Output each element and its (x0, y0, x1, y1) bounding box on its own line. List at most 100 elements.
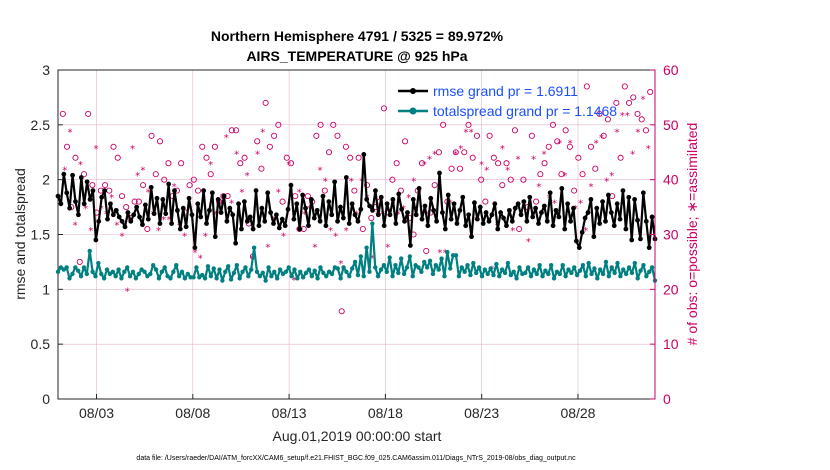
totalspread-point (352, 259, 358, 265)
obs-assimilated-point: * (531, 155, 536, 166)
totalspread-point (234, 263, 240, 268)
obs-possible-point (456, 165, 464, 172)
obs-possible-point (537, 171, 544, 178)
rmse-point (407, 243, 413, 248)
x-tick-label: 08/23 (464, 405, 499, 421)
obs-assimilated-point: * (182, 232, 187, 243)
rmse-point (183, 224, 189, 230)
rmse-point (544, 218, 550, 224)
rmse-point (646, 245, 652, 251)
totalspread-point (277, 267, 283, 272)
y2-tick-label: 10 (663, 336, 679, 352)
obs-assimilated-point: * (542, 149, 547, 160)
totalspread-point (572, 265, 577, 270)
rmse-point (332, 179, 338, 185)
obs-assimilated-point: * (333, 232, 338, 243)
totalspread-point (566, 267, 571, 272)
obs-assimilated-point: * (463, 127, 468, 138)
totalspread-point (609, 265, 614, 270)
rmse-point (498, 210, 504, 215)
obs-assimilated-point: * (552, 199, 557, 210)
rmse-point (355, 218, 361, 224)
legend-label-rmse: rmse grand pr = 1.6911 (433, 83, 578, 99)
totalspread-point (119, 276, 124, 281)
rmse-point (192, 245, 198, 251)
totalspread-point (569, 270, 574, 276)
rmse-point (463, 223, 469, 229)
rmse-point (349, 201, 355, 207)
obs-assimilated-point: * (328, 226, 333, 237)
rmse-point (99, 194, 105, 200)
obs-assimilated-point: * (411, 177, 416, 188)
totalspread-point (243, 265, 248, 270)
rmse-point (233, 240, 239, 246)
rmse-point (294, 201, 300, 207)
obs-possible-point (351, 187, 358, 194)
rmse-point (137, 214, 142, 220)
totalspread-line (57, 222, 657, 282)
rmse-point (151, 211, 157, 217)
legend-marker-rmse (410, 88, 416, 94)
obs-possible-point (266, 143, 273, 150)
obs-possible-point (389, 176, 396, 183)
chart-title-line2: AIRS_TEMPERATURE @ 925 hPa (246, 48, 467, 64)
rmse-point (384, 201, 390, 207)
rmse-point (308, 197, 314, 202)
obs-possible-point (440, 121, 447, 128)
obs-possible-point (465, 121, 472, 128)
totalspread-point (548, 263, 554, 268)
rmse-point (611, 223, 617, 229)
obs-possible-point (144, 225, 151, 233)
obs-possible-point (199, 143, 206, 150)
rmse-point (434, 218, 439, 224)
obs-possible-point (533, 198, 540, 205)
totalspread-point (266, 265, 271, 270)
y2-axis-label: # of obs: o=possible; ∗=assimilated (684, 123, 700, 346)
y2-tick-label: 60 (663, 62, 679, 78)
rmse-point (623, 226, 629, 232)
obs-assimilated-point: * (349, 177, 354, 188)
obs-assimilated-point: * (297, 188, 302, 199)
obs-assimilated-point: * (73, 221, 78, 232)
obs-possible-point (89, 182, 96, 189)
rmse-point (93, 237, 99, 243)
y2-tick-label: 20 (663, 281, 679, 297)
totalspread-point (176, 273, 182, 279)
rmse-point (291, 216, 297, 222)
obs-possible-point (520, 176, 527, 183)
rmse-point (346, 221, 352, 226)
obs-assimilated-point: * (557, 138, 562, 149)
rmse-point (148, 184, 154, 190)
rmse-point (268, 210, 273, 215)
totalspread-point (384, 269, 389, 274)
totalspread-point (508, 272, 513, 278)
obs-possible-point (566, 143, 573, 150)
obs-possible-point (279, 198, 286, 205)
obs-assimilated-point: * (260, 127, 265, 138)
totalspread-point (55, 269, 61, 274)
rmse-point (306, 223, 311, 229)
obs-assimilated-point: * (187, 204, 192, 215)
obs-assimilated-point: * (146, 188, 151, 199)
totalspread-point (396, 270, 401, 276)
rmse-point (227, 205, 233, 211)
rmse-point (198, 214, 204, 220)
totalspread-point (208, 273, 214, 279)
obs-assimilated-point: * (385, 242, 390, 253)
totalspread-point (592, 266, 597, 271)
totalspread-point (361, 273, 366, 279)
y2-tick-label: 50 (663, 117, 679, 133)
totalspread-point (563, 273, 568, 279)
totalspread-point (263, 278, 268, 283)
totalspread-point (162, 265, 167, 270)
rmse-point (160, 197, 166, 202)
totalspread-point (217, 267, 222, 272)
totalspread-point (632, 260, 638, 266)
obs-possible-point (140, 182, 147, 189)
rmse-point (472, 200, 477, 206)
totalspread-point (148, 271, 153, 277)
obs-possible-point (495, 160, 502, 167)
obs-possible-point (630, 94, 637, 101)
obs-possible-point (355, 154, 362, 161)
obs-possible-point (380, 105, 388, 112)
